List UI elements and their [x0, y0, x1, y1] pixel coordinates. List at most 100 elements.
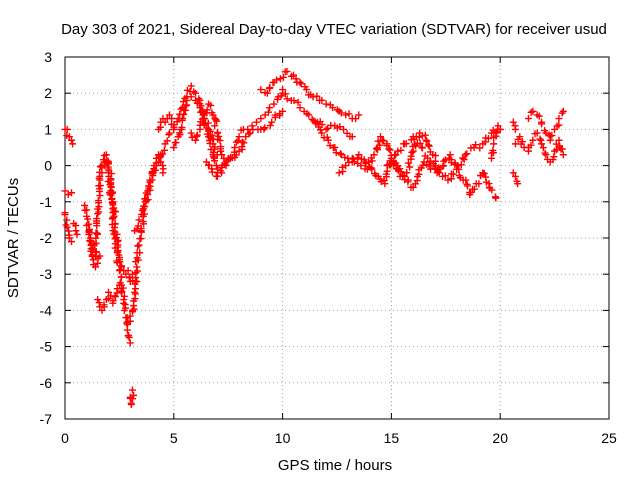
- data-point: [348, 133, 356, 141]
- data-point: [305, 111, 313, 119]
- data-point: [93, 215, 101, 223]
- data-point: [93, 229, 101, 237]
- data-point: [352, 115, 360, 123]
- data-point: [446, 151, 454, 159]
- data-point: [218, 151, 226, 159]
- data-point: [111, 220, 119, 228]
- data-point: [134, 222, 142, 230]
- data-point: [128, 386, 136, 394]
- data-point: [386, 157, 394, 165]
- data-point: [410, 135, 418, 143]
- data-point: [102, 151, 110, 159]
- data-point: [480, 169, 488, 177]
- data-point: [252, 118, 260, 126]
- data-point: [490, 140, 498, 148]
- data-point: [460, 155, 468, 163]
- data-point: [496, 125, 504, 133]
- data-point: [201, 119, 209, 127]
- data-point: [418, 144, 426, 152]
- data-point: [260, 125, 268, 133]
- data-point: [297, 80, 305, 88]
- data-point: [139, 205, 147, 213]
- data-point: [65, 234, 73, 242]
- data-point: [69, 140, 77, 148]
- data-point: [213, 117, 221, 125]
- data-point: [134, 256, 142, 264]
- data-point: [248, 122, 256, 130]
- data-point: [61, 211, 69, 219]
- data-point: [355, 151, 363, 159]
- data-point: [98, 306, 106, 314]
- data-point: [461, 151, 469, 159]
- data-point: [113, 243, 121, 251]
- data-point: [240, 139, 248, 147]
- data-point: [529, 136, 537, 144]
- data-point: [318, 96, 326, 104]
- y-tick-label: -5: [40, 339, 53, 355]
- data-point: [329, 104, 337, 112]
- data-point: [106, 181, 114, 189]
- data-point: [489, 146, 497, 154]
- data-point: [541, 149, 549, 157]
- data-point: [125, 333, 133, 341]
- data-point: [345, 110, 353, 118]
- data-point: [421, 131, 429, 139]
- data-point: [265, 84, 273, 92]
- y-tick-label: 2: [44, 85, 52, 101]
- data-point: [123, 319, 131, 327]
- data-point: [407, 152, 415, 160]
- data-point: [152, 162, 160, 170]
- data-point: [404, 159, 412, 167]
- data-point: [423, 137, 431, 145]
- data-point: [133, 278, 141, 286]
- x-tick-label: 0: [61, 430, 69, 446]
- data-point: [68, 136, 76, 144]
- data-point: [203, 106, 211, 114]
- data-point: [492, 194, 500, 202]
- data-point: [357, 162, 365, 170]
- data-point: [463, 182, 471, 190]
- data-point: [151, 166, 159, 174]
- data-point: [63, 223, 71, 231]
- data-point: [216, 136, 224, 144]
- data-point: [68, 238, 76, 246]
- data-point: [136, 249, 144, 257]
- data-point: [73, 230, 81, 238]
- data-point: [538, 120, 546, 128]
- data-point: [279, 73, 287, 81]
- data-point: [117, 273, 125, 281]
- data-point: [294, 98, 302, 106]
- y-tick-label: -2: [40, 230, 53, 246]
- data-point: [453, 165, 461, 173]
- data-point: [355, 111, 363, 119]
- data-point: [362, 159, 370, 167]
- data-point: [83, 221, 91, 229]
- data-point: [122, 314, 130, 322]
- data-point: [472, 141, 480, 149]
- data-point: [257, 115, 265, 123]
- data-point: [165, 129, 173, 137]
- data-point: [238, 138, 246, 146]
- data-point: [535, 112, 543, 120]
- data-point: [386, 146, 394, 154]
- data-point: [113, 285, 121, 293]
- data-point: [463, 150, 471, 158]
- data-point: [72, 227, 80, 235]
- data-point: [161, 118, 169, 126]
- data-point: [84, 215, 92, 223]
- data-point: [457, 161, 465, 169]
- data-point: [91, 263, 99, 271]
- data-point: [115, 256, 123, 264]
- y-axis-label: SDTVAR / TECUs: [5, 178, 22, 298]
- data-point: [206, 139, 214, 147]
- data-point: [187, 129, 195, 137]
- data-point: [318, 129, 326, 137]
- data-point: [536, 135, 544, 143]
- data-point: [177, 105, 185, 113]
- data-point: [187, 82, 195, 90]
- y-tick-label: 0: [44, 158, 52, 174]
- data-point: [338, 163, 346, 171]
- data-point: [231, 144, 239, 151]
- data-point: [424, 141, 432, 149]
